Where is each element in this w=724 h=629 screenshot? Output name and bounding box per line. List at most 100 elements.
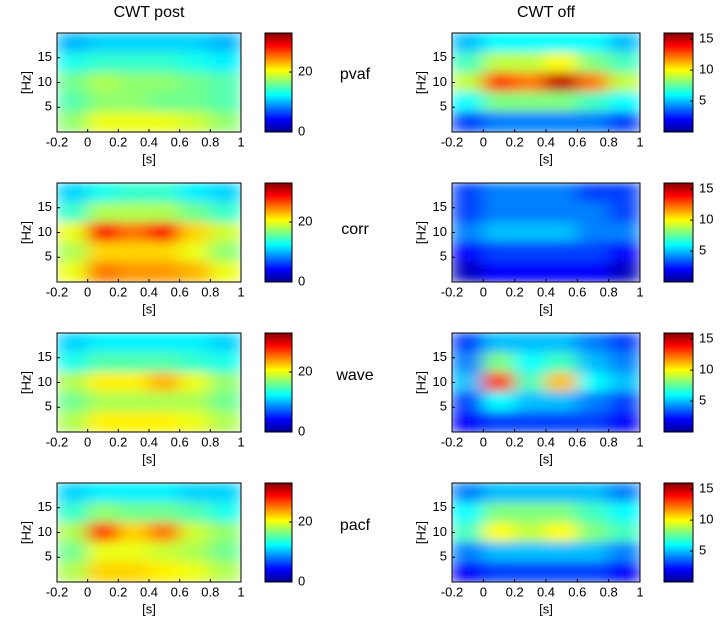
heat-cell — [148, 72, 181, 93]
x-tick-label: 0.6 — [568, 134, 586, 149]
heat-cell — [514, 502, 547, 524]
heat-cell — [87, 202, 119, 224]
heat-cell — [576, 241, 610, 263]
heat-cell — [452, 72, 484, 93]
heat-cell — [148, 411, 181, 432]
heat-cell — [179, 502, 211, 524]
cells — [57, 183, 241, 282]
x-tick-label: 1 — [237, 584, 244, 599]
colorbar-tick-label: 20 — [298, 213, 312, 228]
x-tick-label: 0.8 — [600, 434, 618, 449]
colorbar — [264, 482, 293, 583]
heat-cell — [117, 261, 150, 282]
heat-cell — [452, 202, 484, 224]
colorbar-tick-label: 20 — [298, 363, 312, 378]
y-tick-label: 15 — [433, 349, 447, 364]
y-tick-label: 15 — [38, 499, 52, 514]
y-tick-label: 5 — [440, 399, 447, 414]
y-axis-label: [Hz] — [413, 521, 428, 544]
x-axis-label: [s] — [142, 151, 156, 166]
heat-cell — [608, 111, 640, 132]
heat-cell — [179, 483, 211, 504]
heat-cell — [545, 483, 578, 504]
colorbar-tick-label: 5 — [699, 93, 706, 108]
colorbar-tick-label: 10 — [699, 212, 713, 227]
heat-cell — [117, 502, 150, 524]
heatmap — [452, 333, 640, 432]
heat-cell — [179, 541, 211, 563]
y-tick-label: 10 — [433, 224, 447, 239]
heat-cell — [482, 391, 516, 413]
heat-cell — [514, 483, 547, 504]
heat-cell — [179, 52, 211, 74]
heat-cell — [545, 91, 578, 113]
heat-cell — [452, 111, 484, 132]
heat-cell — [57, 241, 89, 263]
heat-cell — [209, 222, 241, 243]
colorbar-tick-label: 10 — [699, 512, 713, 527]
heat-cell — [148, 391, 181, 413]
heat-cell — [514, 522, 547, 543]
heat-cell — [57, 502, 89, 524]
y-tick-label: 10 — [38, 224, 52, 239]
heat-cell — [209, 33, 241, 54]
y-axis-label: [Hz] — [18, 371, 33, 394]
heat-cell — [117, 52, 150, 74]
heat-cell — [576, 91, 610, 113]
heat-cell — [576, 483, 610, 504]
heat-cell — [179, 391, 211, 413]
heat-cell — [179, 111, 211, 132]
y-axis-label: [Hz] — [18, 71, 33, 94]
heat-cell — [57, 541, 89, 563]
y-axis-label: [Hz] — [18, 221, 33, 244]
heat-cell — [482, 222, 516, 243]
heat-cell — [57, 561, 89, 582]
heat-cell — [514, 241, 547, 263]
heat-cell — [514, 33, 547, 54]
cells — [452, 483, 640, 582]
heat-cell — [57, 183, 89, 204]
heat-cell — [482, 541, 516, 563]
y-tick-label: 5 — [45, 99, 52, 114]
heat-cell — [209, 183, 241, 204]
heat-cell — [148, 52, 181, 74]
heat-cell — [87, 183, 119, 204]
colorbar — [264, 182, 293, 283]
heat-cell — [117, 91, 150, 113]
heat-cell — [87, 111, 119, 132]
heat-cell — [87, 91, 119, 113]
heat-cell — [148, 522, 181, 543]
heat-cell — [57, 333, 89, 354]
heat-cell — [452, 372, 484, 393]
heat-cell — [482, 241, 516, 263]
heat-cell — [209, 91, 241, 113]
x-tick-label: 1 — [636, 134, 643, 149]
heat-cell — [514, 541, 547, 563]
heat-cell — [87, 222, 119, 243]
heat-cell — [179, 241, 211, 263]
x-tick-label: -0.2 — [46, 434, 68, 449]
heat-cell — [514, 333, 547, 354]
heat-cell — [148, 222, 181, 243]
x-tick-label: 0.4 — [140, 284, 158, 299]
heat-cell — [209, 111, 241, 132]
heatmap — [57, 183, 241, 282]
heat-cell — [545, 561, 578, 582]
heat-cell — [87, 522, 119, 543]
heat-cell — [209, 52, 241, 74]
heat-cell — [608, 261, 640, 282]
heat-cell — [608, 391, 640, 413]
heat-cell — [608, 72, 640, 93]
heat-cell — [117, 72, 150, 93]
heat-cell — [209, 202, 241, 224]
heat-cell — [608, 411, 640, 432]
heat-cell — [576, 72, 610, 93]
y-tick-label: 15 — [433, 499, 447, 514]
x-tick-label: -0.2 — [46, 284, 68, 299]
heat-cell — [576, 261, 610, 282]
x-tick-label: -0.2 — [441, 434, 463, 449]
y-tick-label: 15 — [433, 199, 447, 214]
y-tick-label: 10 — [38, 524, 52, 539]
y-tick-label: 5 — [45, 549, 52, 564]
x-tick-label: -0.2 — [46, 584, 68, 599]
